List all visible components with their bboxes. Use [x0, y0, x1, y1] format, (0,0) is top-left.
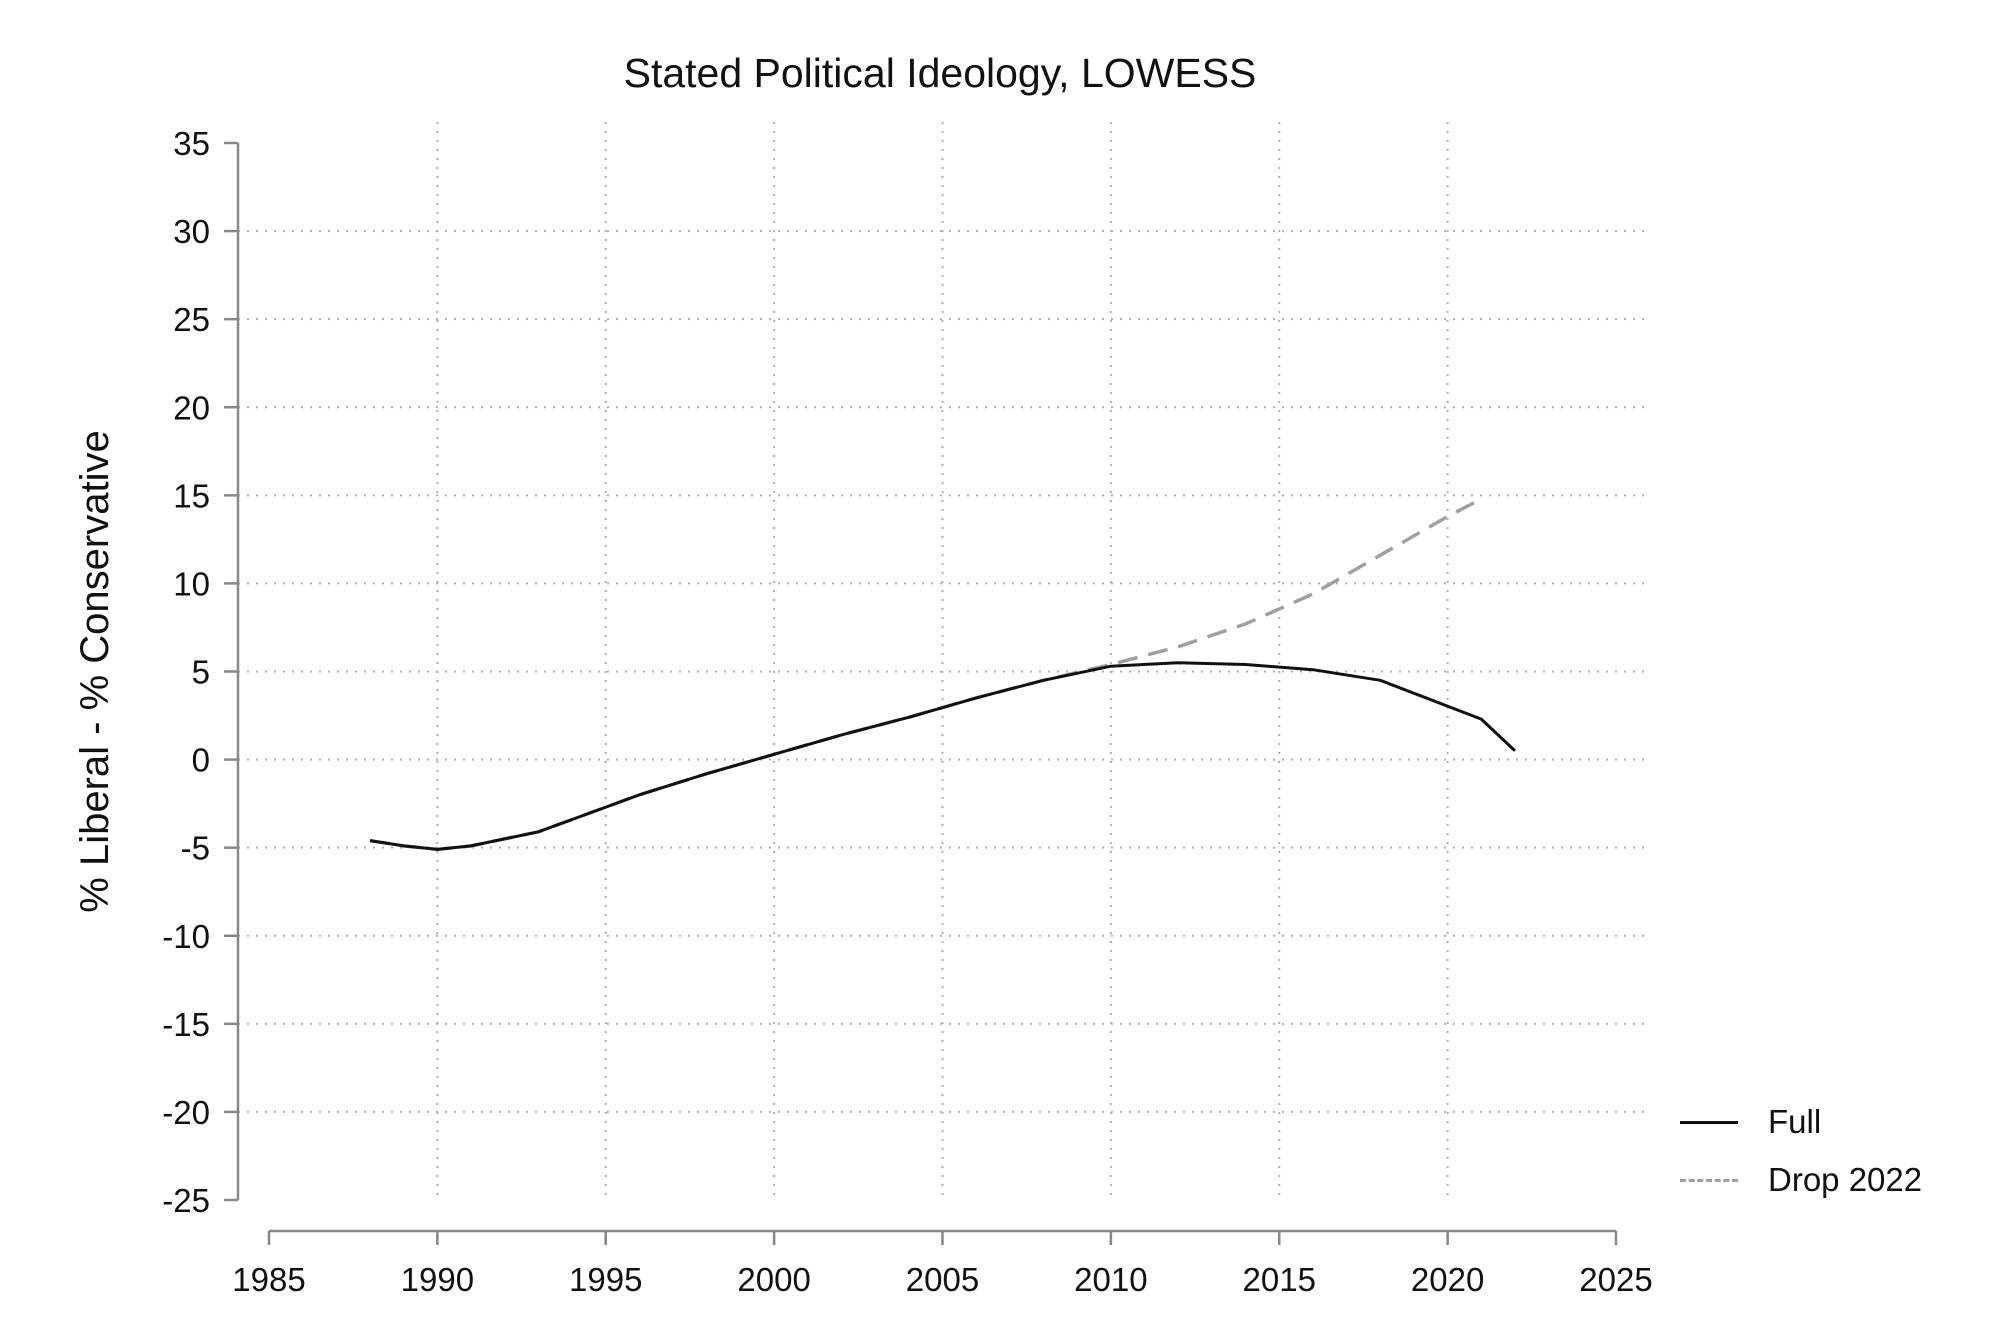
legend-swatch-drop-2022	[1680, 1178, 1738, 1182]
y-tick-label: -15	[162, 1006, 210, 1043]
legend: Full Drop 2022	[1680, 1093, 1922, 1209]
x-tick-label: 2005	[906, 1261, 979, 1298]
x-tick-label: 1990	[401, 1261, 474, 1298]
x-tick-label: 2010	[1074, 1261, 1147, 1298]
legend-swatch-full	[1680, 1120, 1738, 1124]
x-tick-label: 1985	[232, 1261, 305, 1298]
legend-item-full: Full	[1680, 1093, 1922, 1151]
y-tick-label: 20	[173, 389, 210, 426]
x-tick-label: 2025	[1579, 1261, 1652, 1298]
x-tick-label: 2015	[1243, 1261, 1316, 1298]
y-tick-label: 15	[173, 477, 210, 514]
chart-title: Stated Political Ideology, LOWESS	[623, 50, 1257, 96]
legend-label-full: Full	[1768, 1103, 1822, 1140]
y-tick-label: -10	[162, 918, 210, 955]
series-line-full	[369, 661, 1517, 851]
series-lines	[369, 497, 1517, 852]
x-tick-label: 1995	[569, 1261, 642, 1298]
y-tick-label: -20	[162, 1094, 210, 1131]
y-tick-label: 30	[173, 213, 210, 250]
y-tick-label: 35	[173, 125, 210, 162]
x-tick-label: 2020	[1411, 1261, 1484, 1298]
legend-label-drop-2022: Drop 2022	[1768, 1161, 1923, 1198]
y-tick-label: 5	[192, 654, 210, 691]
grid-lines	[238, 122, 1645, 1200]
y-tick-label: -25	[162, 1182, 210, 1219]
y-tick-label: -5	[181, 830, 210, 867]
legend-item-drop-2022: Drop 2022	[1680, 1151, 1922, 1209]
x-tick-label: 2000	[737, 1261, 810, 1298]
y-tick-label: 10	[173, 565, 210, 602]
series-line-drop-2022	[369, 497, 1483, 852]
y-axis-label: % Liberal - % Conservative	[73, 430, 117, 912]
y-tick-label: 25	[173, 301, 210, 338]
y-tick-label: 0	[192, 742, 210, 779]
